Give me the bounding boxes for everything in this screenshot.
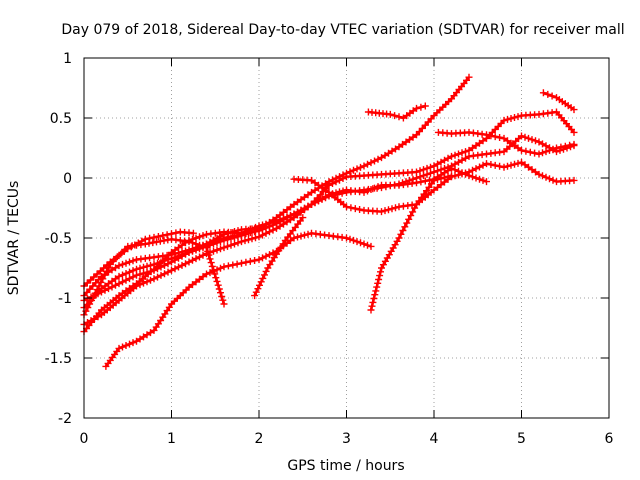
- y-tick-label: -1.5: [45, 351, 72, 367]
- y-tick-label: 0: [63, 171, 72, 187]
- series-markers: [102, 229, 375, 370]
- series-line: [104, 231, 372, 368]
- series-markers: [80, 108, 578, 328]
- series-arc-14: [539, 89, 578, 114]
- series-markers: [364, 102, 429, 122]
- x-tick-label: 3: [342, 431, 351, 447]
- series-arc-13: [434, 128, 578, 158]
- x-tick-label: 0: [80, 431, 89, 447]
- y-tick-label: -1: [58, 291, 72, 307]
- x-tick-label: 4: [430, 431, 439, 447]
- x-tick-label: 1: [167, 431, 176, 447]
- series-markers: [539, 89, 578, 114]
- series-arc-11: [367, 172, 455, 314]
- series-arc-12: [364, 102, 429, 122]
- series-markers: [251, 214, 307, 300]
- y-tick-label: 1: [63, 51, 72, 67]
- x-tick-label: 6: [605, 431, 614, 447]
- y-tick-label: -0.5: [45, 231, 72, 247]
- chart-title: Day 079 of 2018, Sidereal Day-to-day VTE…: [61, 22, 624, 38]
- axis-ticks: 0 1 2 3 4 5 6 -2 -1.5 -1 -0.5 0 0.5 1: [45, 51, 614, 447]
- series-arc-6: [102, 229, 375, 370]
- x-tick-label: 5: [517, 431, 526, 447]
- x-axis-label: GPS time / hours: [287, 458, 404, 474]
- series-markers: [434, 128, 578, 158]
- series-arc-8: [80, 228, 197, 290]
- series-line: [369, 174, 452, 311]
- series-arc-3: [80, 108, 578, 328]
- series-line: [542, 91, 575, 111]
- series-markers: [367, 172, 455, 314]
- y-axis-label: SDTVAR / TECUs: [6, 181, 22, 296]
- series-markers: [80, 132, 578, 300]
- y-tick-label: -2: [58, 411, 72, 427]
- series-group: [80, 73, 578, 370]
- y-tick-label: 0.5: [50, 111, 72, 127]
- series-arc-4: [80, 132, 578, 300]
- x-tick-label: 2: [255, 431, 264, 447]
- series-line: [83, 110, 575, 326]
- series-arc-5: [290, 158, 578, 216]
- series-arc-10: [251, 214, 307, 300]
